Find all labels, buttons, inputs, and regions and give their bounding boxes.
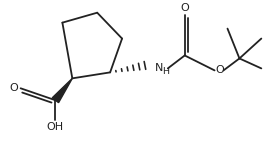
Text: O: O [10,83,18,93]
Text: O: O [215,65,224,75]
Text: H: H [162,67,169,76]
Polygon shape [52,78,72,103]
Text: N: N [155,63,163,73]
Text: O: O [180,3,189,13]
Text: OH: OH [47,122,64,132]
